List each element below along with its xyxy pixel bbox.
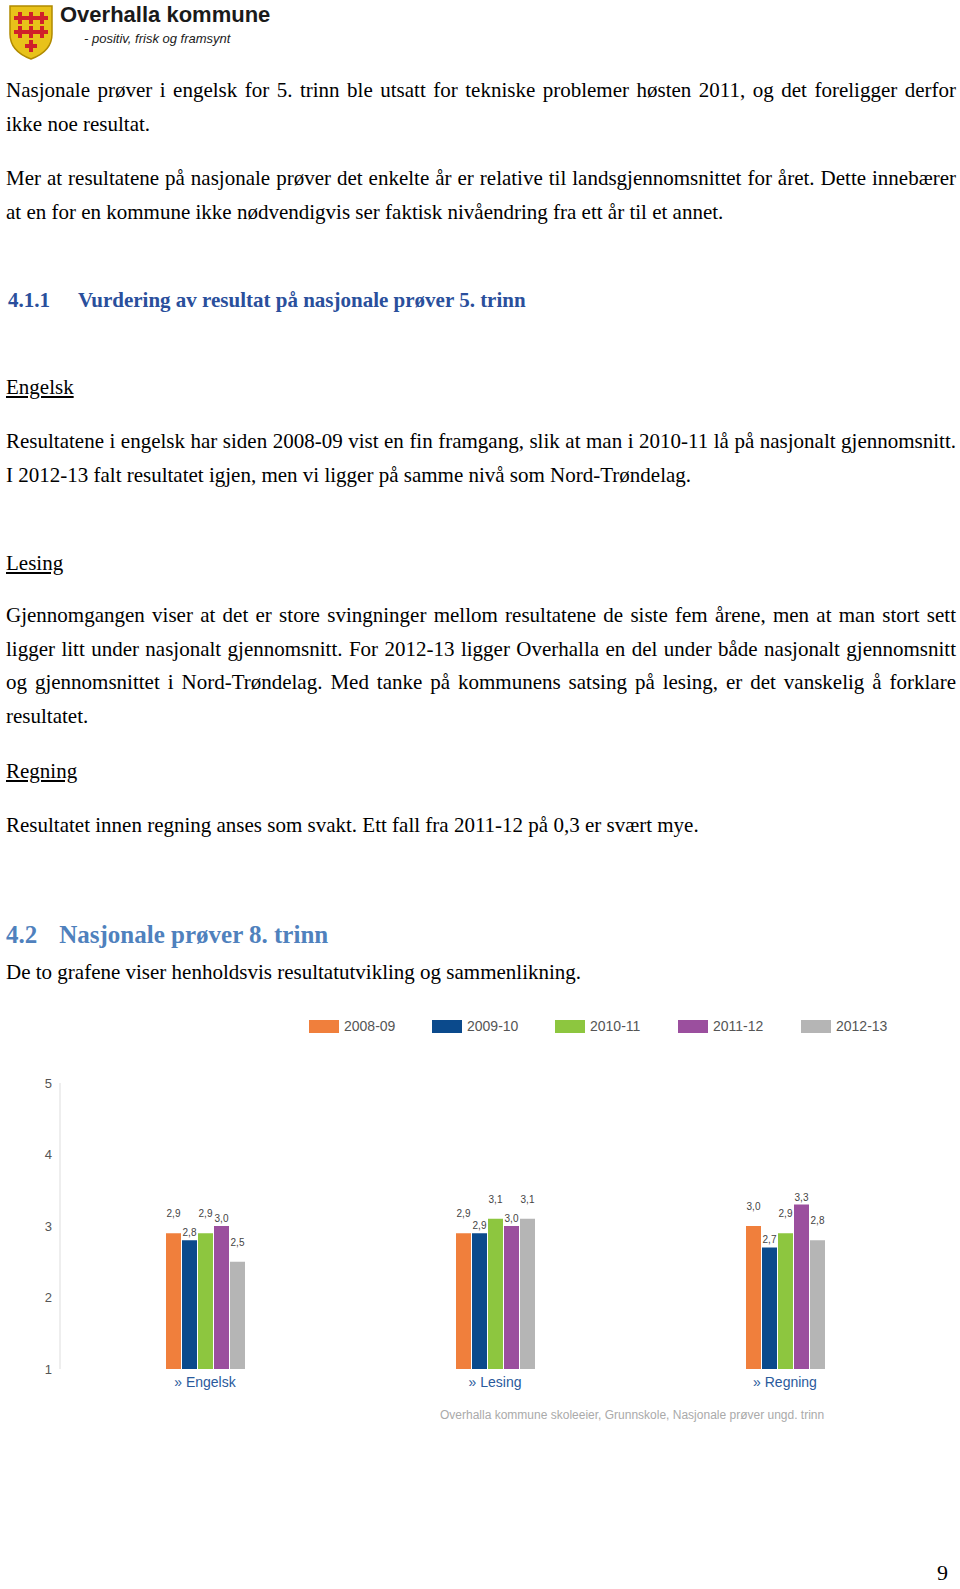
svg-text:2,9: 2,9 xyxy=(457,1208,471,1219)
svg-text:3: 3 xyxy=(45,1219,52,1234)
html-text:Nasjonale prøver 8. trinn: Nasjonale prøver 8. trinn xyxy=(59,921,329,948)
svg-text:3,0: 3,0 xyxy=(505,1213,519,1224)
html-text:Lesing: Lesing xyxy=(6,551,64,575)
html-text:Nasjonale prøver i engelsk for: Nasjonale prøver i engelsk for 5. trinn … xyxy=(6,78,956,136)
html-text:2008-09: 2008-09 xyxy=(344,1018,396,1034)
svg-text:3,1: 3,1 xyxy=(521,1194,535,1205)
svg-text:2,5: 2,5 xyxy=(231,1237,245,1248)
svg-text:2,8: 2,8 xyxy=(183,1227,197,1238)
html-text:De to grafene viser henholdsvi: De to grafene viser henholdsvis resultat… xyxy=(6,960,582,984)
svg-text:2,9: 2,9 xyxy=(779,1208,793,1219)
svg-text:2,9: 2,9 xyxy=(199,1208,213,1219)
html-text:2009-10: 2009-10 xyxy=(467,1018,519,1034)
html-text:2010-11: 2010-11 xyxy=(590,1018,641,1034)
html-text:Overhalla kommune skoleeier, G: Overhalla kommune skoleeier, Grunnskole,… xyxy=(440,1408,825,1422)
html-text:Overhalla kommune: Overhalla kommune xyxy=(60,2,271,27)
html-text:Vurdering av resultat på nasjo: Vurdering av resultat på nasjonale prøve… xyxy=(78,288,526,312)
html-text:Resultatene i engelsk har side: Resultatene i engelsk har siden 2008-09 … xyxy=(6,429,956,487)
svg-text:3,1: 3,1 xyxy=(489,1194,503,1205)
svg-text:» Lesing: » Lesing xyxy=(469,1374,522,1390)
svg-text:3,0: 3,0 xyxy=(747,1201,761,1212)
html-text:4.1.1: 4.1.1 xyxy=(8,288,50,312)
html-text:2011-12: 2011-12 xyxy=(713,1018,764,1034)
html-text:Mer at resultatene på nasjonal: Mer at resultatene på nasjonale prøver d… xyxy=(6,166,956,224)
html-text:Regning: Regning xyxy=(6,759,78,783)
svg-text:2,7: 2,7 xyxy=(763,1234,777,1245)
svg-text:2,9: 2,9 xyxy=(167,1208,181,1219)
svg-text:4: 4 xyxy=(45,1147,52,1162)
html-text:- positiv, frisk og framsynt: - positiv, frisk og framsynt xyxy=(84,31,231,46)
svg-text:» Regning: » Regning xyxy=(753,1374,817,1390)
html-text:Resultatet innen regning anses: Resultatet innen regning anses som svakt… xyxy=(6,813,699,837)
svg-text:2,9: 2,9 xyxy=(473,1220,487,1231)
html-text:9: 9 xyxy=(937,1560,948,1585)
svg-text:2,8: 2,8 xyxy=(811,1215,825,1226)
svg-text:1: 1 xyxy=(45,1362,52,1377)
html-text:2012-13: 2012-13 xyxy=(836,1018,888,1034)
svg-text:3,3: 3,3 xyxy=(795,1192,809,1203)
html-text:Gjennomgangen viser at det er: Gjennomgangen viser at det er store svin… xyxy=(6,603,956,728)
svg-text:» Engelsk: » Engelsk xyxy=(174,1374,236,1390)
html-text:4.2: 4.2 xyxy=(6,921,38,948)
svg-text:2: 2 xyxy=(45,1290,52,1305)
svg-text:5: 5 xyxy=(45,1076,52,1091)
svg-text:3,0: 3,0 xyxy=(215,1213,229,1224)
html-text:Engelsk: Engelsk xyxy=(6,375,74,399)
